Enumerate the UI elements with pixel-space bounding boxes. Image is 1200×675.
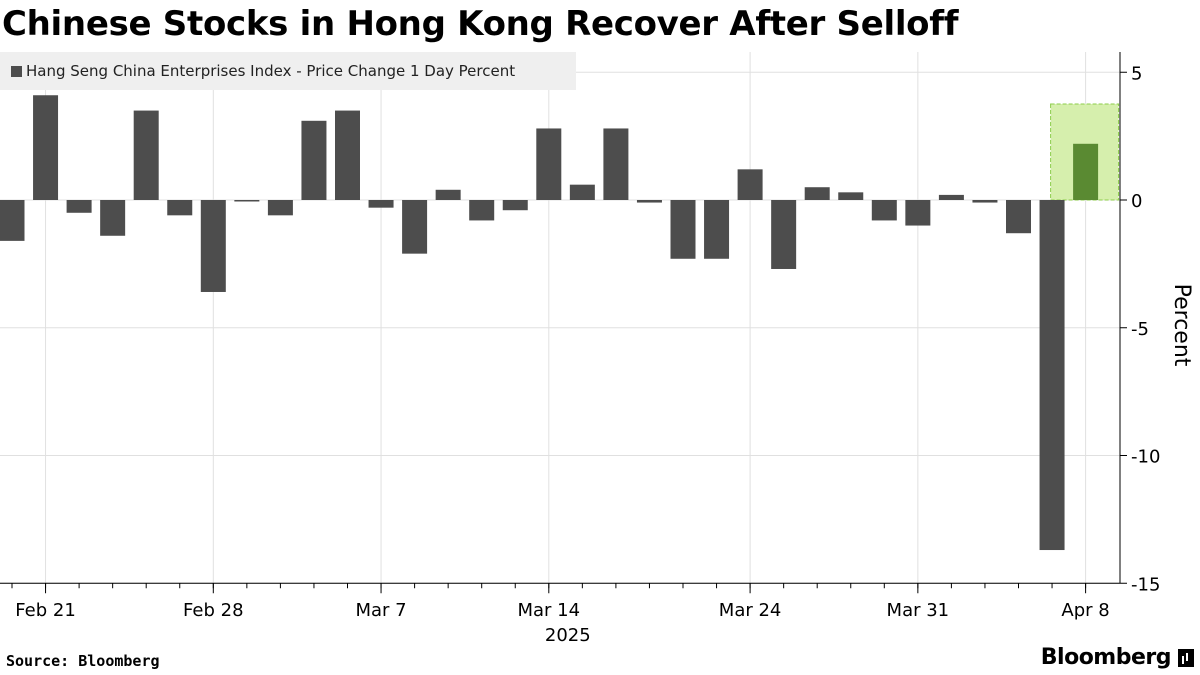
- legend: Hang Seng China Enterprises Index - Pric…: [0, 52, 576, 90]
- bar: [737, 169, 763, 200]
- bar: [636, 200, 662, 203]
- y-tick-label: -10: [1131, 447, 1160, 468]
- bar: [838, 192, 864, 200]
- bar: [704, 200, 730, 259]
- bar: [133, 110, 159, 200]
- axes: 5 0 -5 -10 -15 Percent Feb 21 Feb 28 Mar 7 Mar 14…: [0, 52, 1194, 646]
- x-year-label: 2025: [545, 625, 591, 646]
- bar: [871, 200, 897, 221]
- bar: [804, 187, 830, 200]
- bar: [502, 200, 528, 211]
- chart-title: Chinese Stocks in Hong Kong Recover Afte…: [2, 4, 959, 44]
- bar: [200, 200, 226, 292]
- bar: [0, 200, 25, 241]
- source-note: Source: Bloomberg: [6, 652, 160, 670]
- brand-name: Bloomberg: [1040, 645, 1172, 670]
- y-tick-label: -15: [1131, 574, 1160, 595]
- bar: [402, 200, 428, 254]
- x-tick-label: Apr 8: [1061, 600, 1109, 621]
- bar: [670, 200, 696, 259]
- bar: [1073, 143, 1099, 200]
- y-tick-label: -5: [1131, 319, 1149, 340]
- brand-logo: Bloomberg: [1041, 645, 1194, 670]
- bar: [771, 200, 797, 269]
- x-tick-label: Mar 14: [518, 600, 581, 621]
- bar: [938, 194, 964, 200]
- bar: [905, 200, 931, 226]
- bar: [100, 200, 126, 236]
- x-tick-label: Feb 28: [183, 600, 244, 621]
- x-tick-label: Mar 31: [887, 600, 950, 621]
- bar: [33, 95, 59, 200]
- bar: [267, 200, 293, 216]
- y-axis-title: Percent: [1169, 284, 1194, 367]
- bar: [301, 120, 327, 200]
- y-tick-label: 0: [1131, 191, 1142, 212]
- bar: [234, 200, 260, 202]
- x-tick-label: Feb 21: [15, 600, 76, 621]
- x-tick-label: Mar 7: [355, 600, 406, 621]
- bar: [435, 189, 461, 200]
- bar: [368, 200, 394, 208]
- bar: [469, 200, 495, 221]
- legend-label: Hang Seng China Enterprises Index - Pric…: [26, 62, 516, 80]
- x-tick-label: Mar 24: [719, 600, 782, 621]
- bar: [569, 184, 595, 200]
- legend-swatch: [11, 65, 22, 77]
- bloomberg-terminal-icon: [1178, 648, 1194, 667]
- bar: [972, 200, 998, 203]
- bar: [66, 200, 92, 213]
- y-tick-label: 5: [1131, 63, 1142, 84]
- bar: [603, 128, 629, 200]
- bar: [335, 110, 360, 200]
- bar: [1039, 200, 1065, 551]
- bar: [167, 200, 193, 216]
- bar: [536, 128, 562, 200]
- bar: [1006, 200, 1031, 234]
- bars-layer: [0, 95, 1099, 551]
